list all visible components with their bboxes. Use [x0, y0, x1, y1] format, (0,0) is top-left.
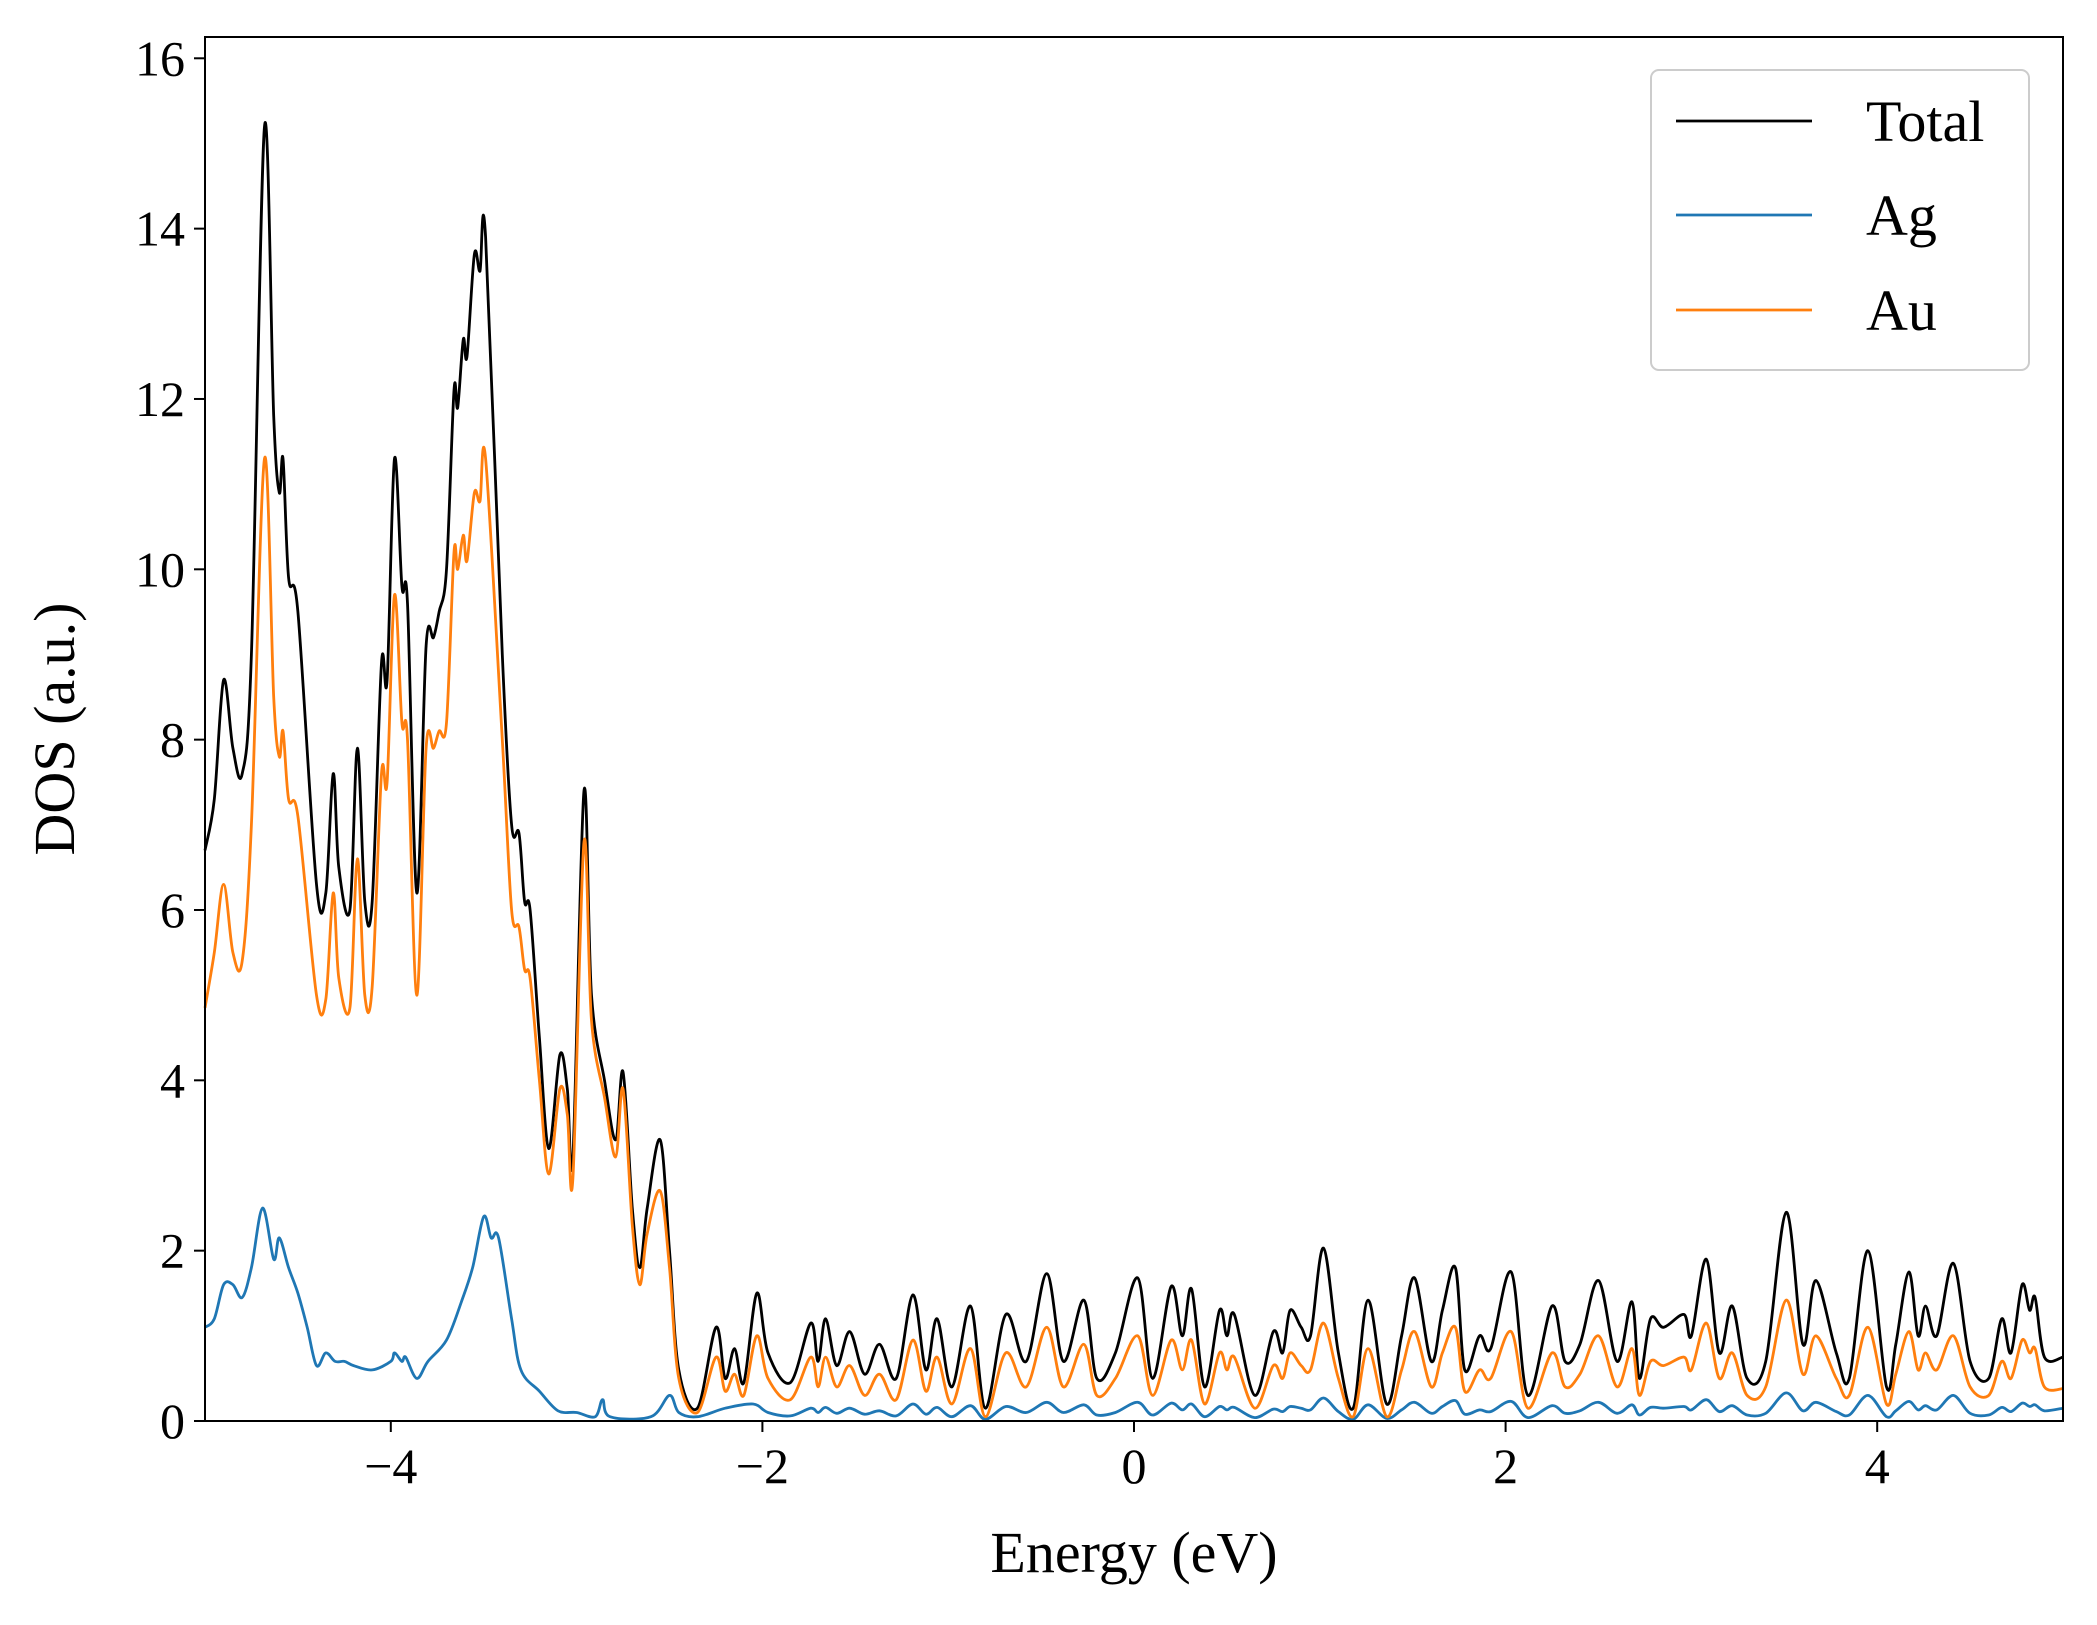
x-tick-label: 4	[1865, 1438, 1890, 1494]
legend-label-ag: Ag	[1866, 183, 1937, 248]
legend-label-au: Au	[1866, 278, 1937, 343]
x-tick-label: 2	[1493, 1438, 1518, 1494]
y-tick-label: 16	[135, 30, 185, 86]
y-axis: 0 2 4 6 8 10 12 14 16	[135, 30, 205, 1449]
y-tick-label: 8	[160, 712, 185, 768]
y-tick-label: 12	[135, 371, 185, 427]
y-tick-label: 10	[135, 541, 185, 597]
x-tick-label: −2	[736, 1438, 789, 1494]
legend-box	[1650, 69, 2030, 371]
series-line-au	[203, 446, 2064, 1419]
x-axis: −4 −2 0 2 4	[364, 1421, 1890, 1494]
x-tick-label: 0	[1122, 1438, 1147, 1494]
y-tick-label: 2	[160, 1223, 185, 1279]
series-layer	[203, 121, 2064, 1421]
y-tick-label: 6	[160, 882, 185, 938]
y-axis-label: DOS (a.u.)	[22, 603, 87, 856]
series-line-ag	[204, 1206, 2064, 1421]
y-tick-label: 4	[160, 1052, 185, 1108]
legend-label-total: Total	[1866, 89, 1984, 154]
series-line-total	[203, 121, 2064, 1412]
y-tick-label: 14	[135, 201, 185, 257]
x-axis-label: Energy (eV)	[990, 1520, 1277, 1585]
x-tick-label: −4	[364, 1438, 417, 1494]
legend: Total Ag Au	[1650, 69, 2030, 371]
y-tick-label: 0	[160, 1393, 185, 1449]
